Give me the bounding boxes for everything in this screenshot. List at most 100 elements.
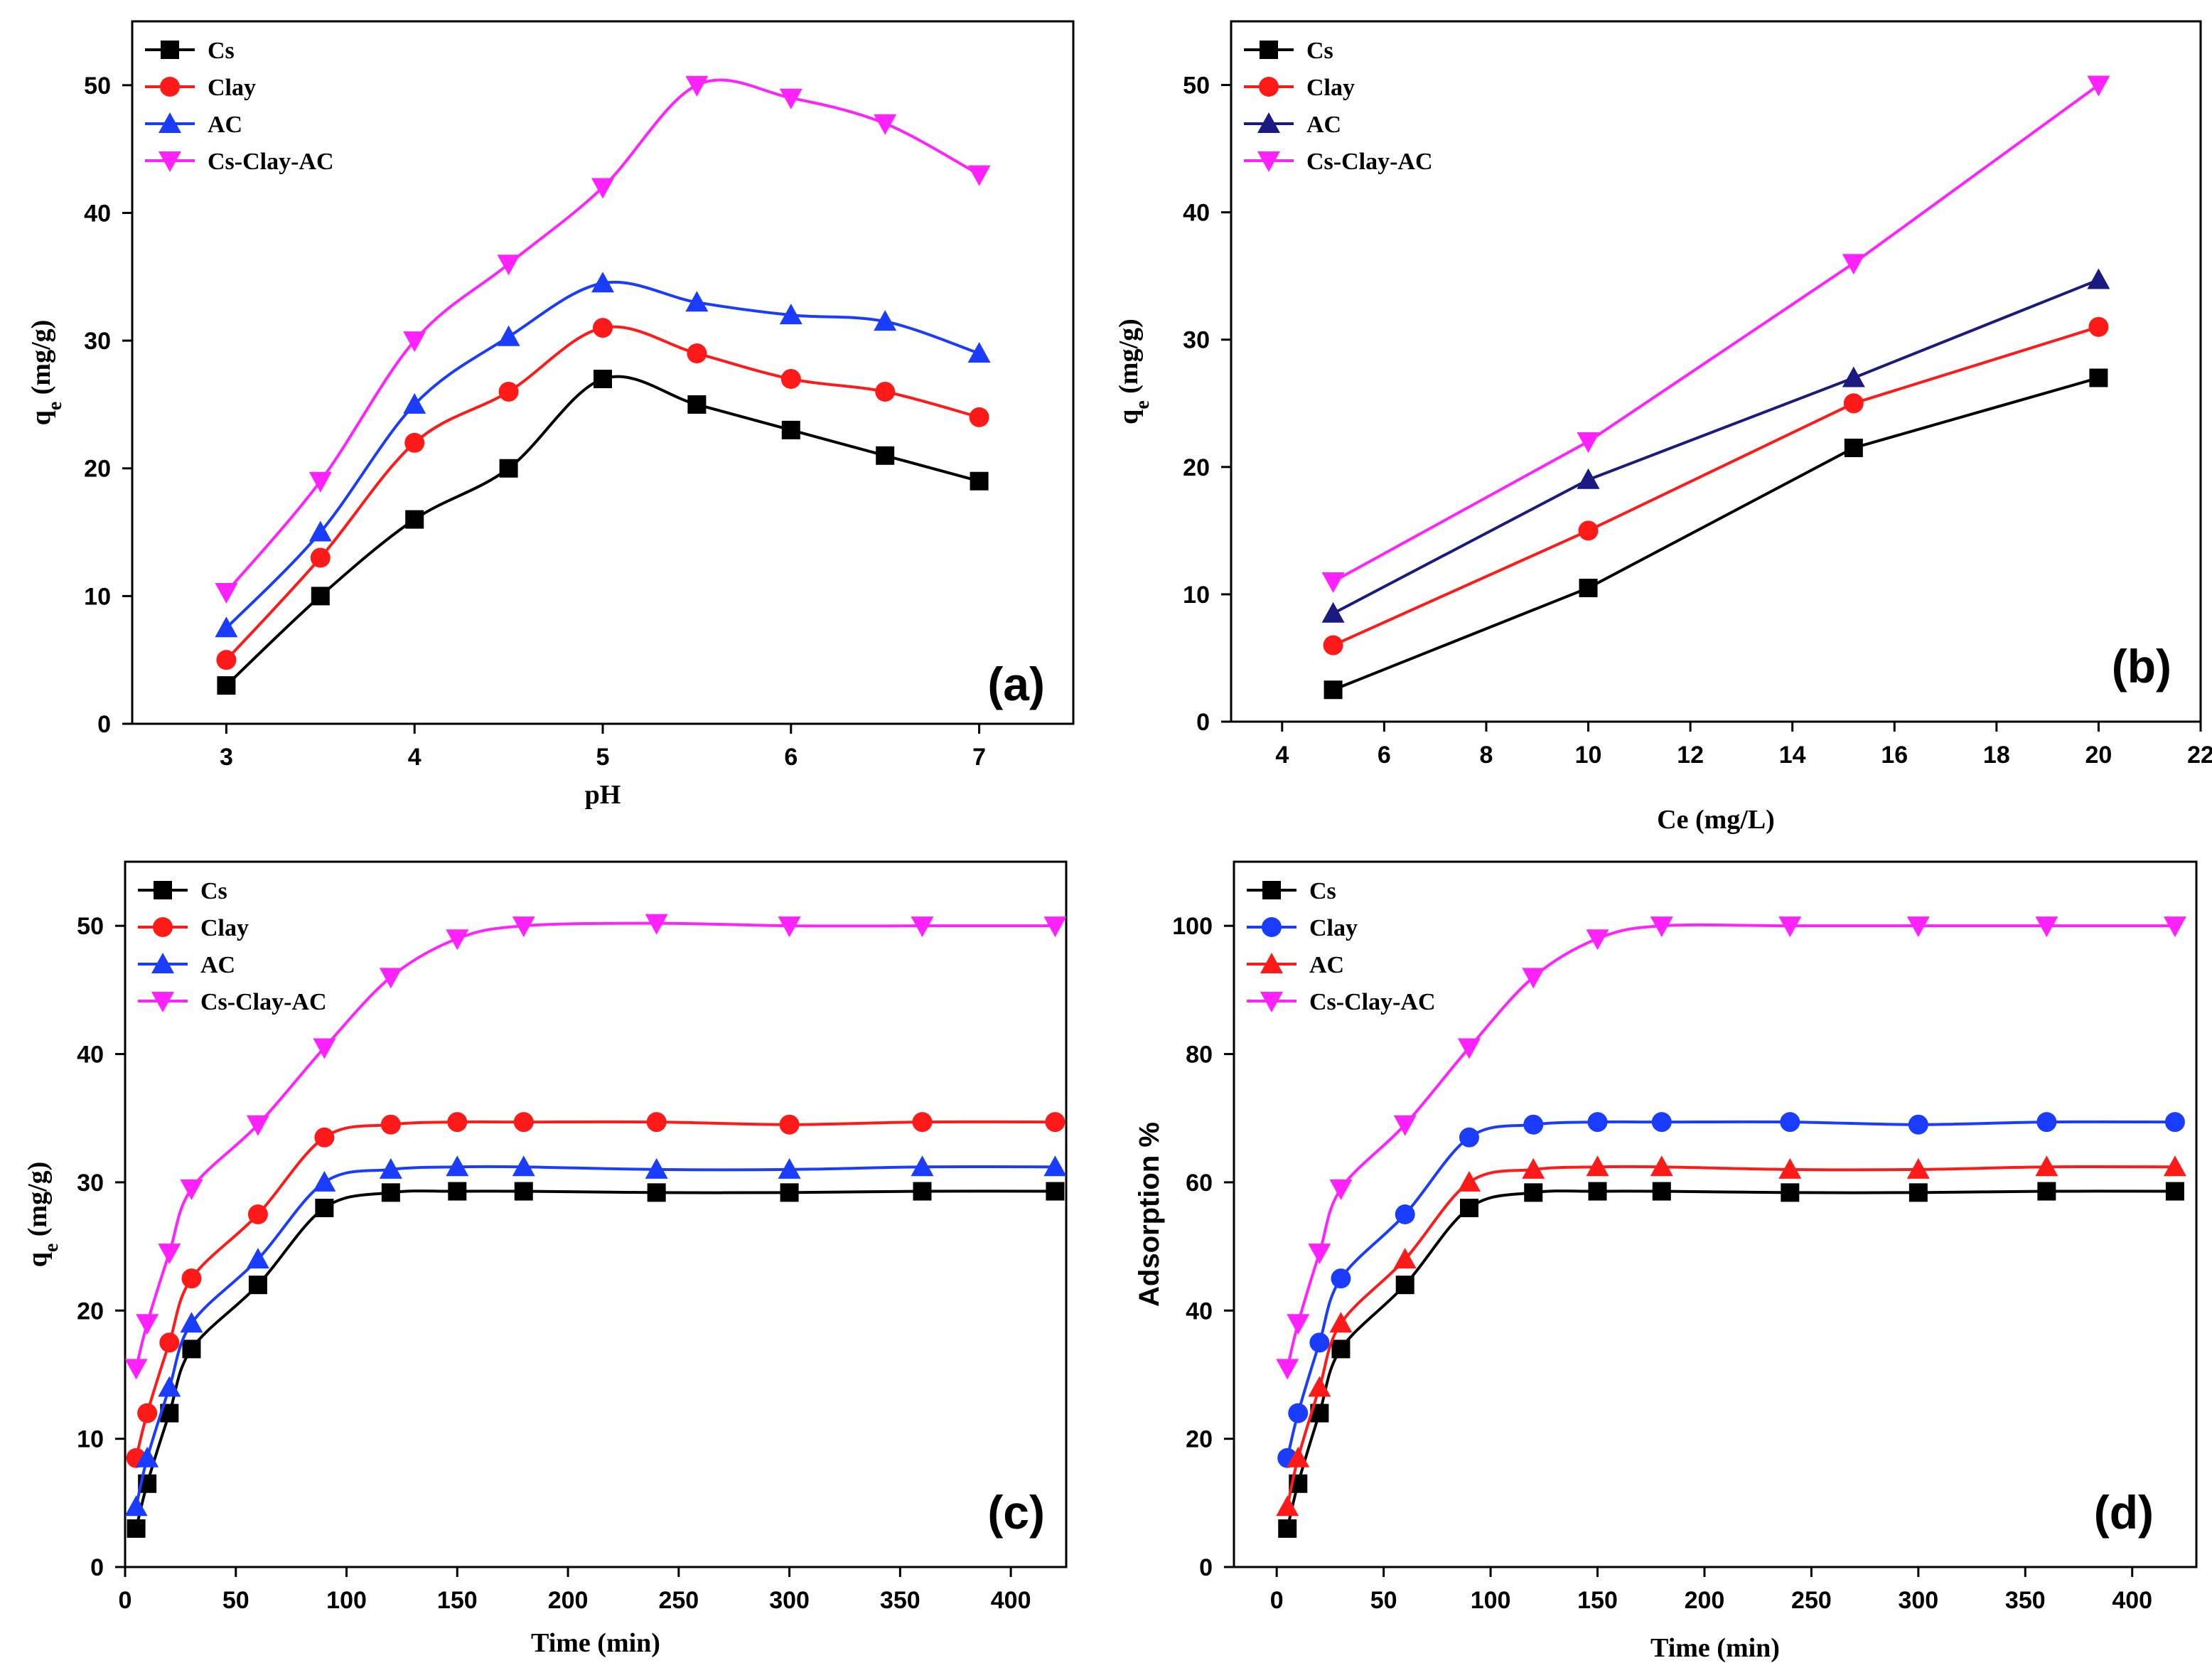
series-cs <box>217 369 989 695</box>
x-tick-label: 250 <box>658 1587 699 1614</box>
y-tick-label: 40 <box>1183 200 1210 227</box>
data-point <box>1309 1332 1330 1353</box>
data-point <box>246 1248 269 1269</box>
data-point <box>874 310 897 331</box>
data-point <box>513 1112 534 1133</box>
data-point <box>2165 1182 2184 1201</box>
series-ac <box>1321 268 2110 623</box>
data-point <box>379 968 402 989</box>
legend-label: Clay <box>1306 75 1355 101</box>
data-point <box>687 343 707 364</box>
y-tick-label: 10 <box>77 1426 104 1453</box>
x-axis-title: Ce (mg/L) <box>1657 805 1775 835</box>
series-cs-clay-ac <box>1321 75 2110 593</box>
series-line <box>225 280 980 629</box>
series-cs-clay-ac <box>124 914 1067 1380</box>
x-tick-label: 5 <box>596 744 610 771</box>
data-point <box>1324 680 1343 700</box>
data-point <box>216 650 237 670</box>
data-point <box>970 471 989 491</box>
x-tick-label: 10 <box>1575 742 1602 769</box>
legend-label: Cs <box>208 38 235 64</box>
chart-panel-d: 0 50 100 150 200 250 300 350 400 0 20 40 60 80 100 Time… <box>1134 860 2198 1663</box>
data-point <box>497 255 520 276</box>
x-axis-title: Time (min) <box>1650 1633 1780 1663</box>
series-line <box>1332 278 2100 615</box>
x-tick-label: 400 <box>991 1587 1031 1614</box>
legend-item: Clay <box>145 75 256 101</box>
y-tick-label: 0 <box>97 711 111 738</box>
data-point <box>685 291 709 312</box>
data-point <box>1650 1155 1673 1177</box>
data-point <box>380 1114 401 1135</box>
series-cs <box>1278 1182 2184 1538</box>
y-tick-label: 30 <box>77 1170 104 1197</box>
data-point <box>1908 1114 1928 1135</box>
series-line <box>225 78 980 594</box>
x-tick-label: 3 <box>220 744 233 771</box>
legend-label: Cs-Clay-AC <box>208 149 334 175</box>
legend-label: Cs-Clay-AC <box>1309 989 1436 1015</box>
x-tick-label: 7 <box>972 744 986 771</box>
legend-marker <box>159 151 181 172</box>
y-axis-title-sub: e <box>44 402 66 410</box>
data-point <box>1457 1170 1481 1192</box>
series-ac <box>1276 1155 2186 1517</box>
data-point <box>2087 75 2110 97</box>
data-point <box>124 1495 148 1517</box>
legend-item: Cs-Clay-AC <box>1247 989 1436 1015</box>
data-point <box>512 916 535 938</box>
legend-item: Cs <box>1247 878 1336 904</box>
data-point <box>1043 1155 1067 1177</box>
x-axis-title: Time (min) <box>531 1628 660 1658</box>
series-clay <box>1323 316 2109 656</box>
x-tick-label: 8 <box>1479 742 1493 769</box>
x-tick-label: 14 <box>1779 742 1806 769</box>
data-point <box>1459 1198 1478 1217</box>
data-point <box>314 1127 335 1148</box>
data-point <box>497 325 520 346</box>
y-axis-title-unit: (mg/g) <box>1114 319 1144 400</box>
data-point <box>1329 1312 1353 1333</box>
legend-item: Cs <box>1244 38 1333 64</box>
data-point <box>1321 601 1345 623</box>
series-line <box>1332 376 2099 692</box>
y-axis-title: Adsorption % <box>1134 1122 1165 1307</box>
y-tick-label: 20 <box>77 1298 104 1325</box>
x-tick-label: 300 <box>1898 1587 1938 1614</box>
data-point <box>1276 1359 1299 1380</box>
y-tick-label: 0 <box>90 1554 104 1581</box>
y-tick-label: 40 <box>77 1042 104 1069</box>
data-point <box>180 1312 203 1333</box>
data-point <box>136 1446 159 1467</box>
legend-item: AC <box>138 952 235 978</box>
data-point <box>1651 1112 1672 1133</box>
data-point <box>1522 968 1545 989</box>
data-point <box>593 318 613 338</box>
data-point <box>913 1182 932 1201</box>
x-tick-label: 0 <box>119 1587 132 1614</box>
data-point <box>1650 916 1673 938</box>
data-point <box>311 587 330 606</box>
data-point <box>1843 393 1864 414</box>
y-tick-label: 40 <box>84 200 111 227</box>
data-point <box>1586 1155 1609 1177</box>
legend: Cs Clay AC Cs-Clay-AC <box>145 38 334 175</box>
chart-panel-c: 0 50 100 150 200 250 300 350 400 0 10 20 30 40 50 Time … <box>23 860 1068 1658</box>
data-point <box>403 392 426 414</box>
data-point <box>1587 1112 1608 1133</box>
data-point <box>310 547 331 568</box>
legend-item: Cs-Clay-AC <box>145 149 334 175</box>
data-point <box>2088 316 2109 337</box>
x-tick-label: 22 <box>2187 742 2212 769</box>
y-axis-title-main: q <box>23 1252 53 1267</box>
x-tick-label: 200 <box>1685 1587 1725 1614</box>
data-point <box>1781 1183 1800 1202</box>
chart-panel-b: 4 6 8 10 12 14 16 18 20 22 0 10 20 30 40 50 Ce (mg/L) qe … <box>1114 20 2212 835</box>
legend-marker <box>1257 112 1280 133</box>
y-tick-label: 100 <box>1172 913 1213 940</box>
data-point <box>1329 1179 1353 1200</box>
data-point <box>779 1114 800 1135</box>
